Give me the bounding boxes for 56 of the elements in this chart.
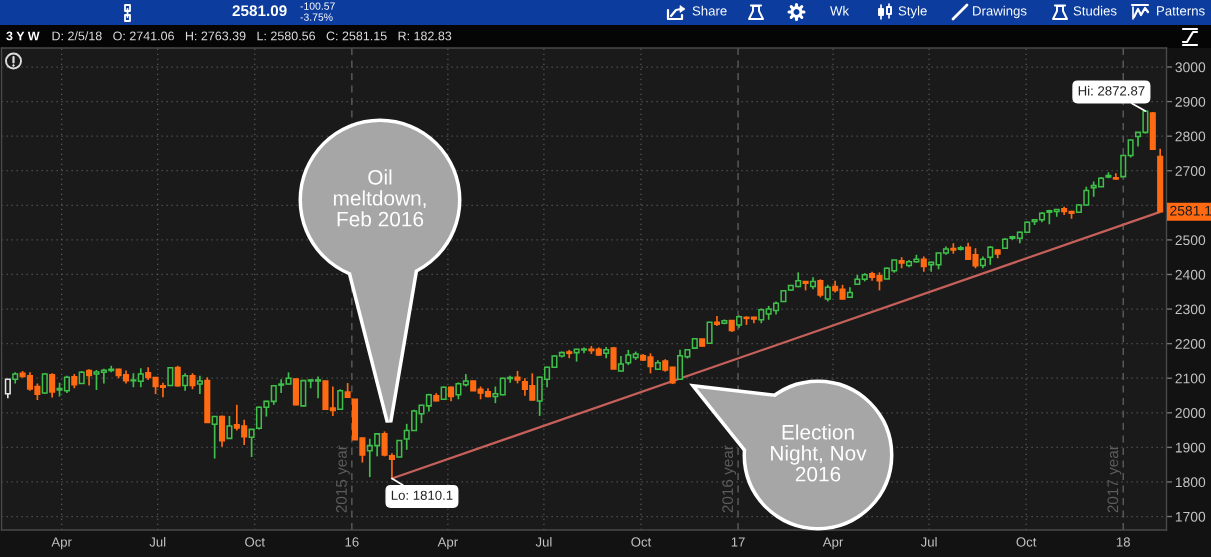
text: -100.57 <box>300 2 335 10</box>
candlestick <box>706 321 713 345</box>
y-tick-label: 2300 <box>1175 304 1206 315</box>
text: Patterns <box>1157 6 1205 16</box>
x-tick-label: Jul <box>149 536 166 547</box>
candlestick <box>1120 154 1127 178</box>
x-tick-label: 17 <box>731 537 745 547</box>
text: Style <box>898 5 927 19</box>
candlestick <box>137 367 144 389</box>
y-tick-label: 3000 <box>1175 62 1206 73</box>
x-tick-label: Apr <box>822 537 844 550</box>
x-tick-label: Oct <box>1016 537 1037 547</box>
candlestick <box>174 364 181 388</box>
candlestick <box>167 367 174 387</box>
y-tick-label: 2400 <box>1175 269 1206 280</box>
text: Drawings <box>973 5 1027 19</box>
y-tick-label: 2900 <box>1175 96 1206 107</box>
annotation: 2016 year <box>722 445 737 513</box>
y-tick-label: 2800 <box>1175 131 1206 142</box>
y-tick-label: 1800 <box>1175 477 1206 488</box>
text: 2581.09 <box>232 5 287 17</box>
y-tick-label: 1700 <box>1175 511 1206 522</box>
candlestick <box>211 415 218 460</box>
x-tick-label: Apr <box>437 537 458 550</box>
y-tick-label: 1900 <box>1175 442 1206 453</box>
x-tick-label: Apr <box>51 537 72 550</box>
chart-subtitle: D: 2/5/18 O: 2741.06 H: 2763.39 L: 2580.56 C: 2581.15 R: 182.83 <box>52 31 452 41</box>
candlestick <box>248 428 255 458</box>
x-tick-label: 16 <box>345 537 359 547</box>
annotation: 2017 year <box>1107 445 1122 513</box>
y-tick-label: 2100 <box>1175 373 1206 384</box>
candlestick <box>196 374 203 395</box>
x-tick-label: 18 <box>1116 537 1130 547</box>
candlestick <box>987 245 994 266</box>
text: 2581.1 <box>1170 205 1211 216</box>
annotation: Election Night, Nov 2016 <box>771 424 867 482</box>
y-tick-label: 2700 <box>1175 166 1206 176</box>
x-tick-label: Jul <box>920 536 937 547</box>
candlestick <box>610 346 617 371</box>
chart-title: 3 Y W <box>6 31 40 41</box>
annotation: Lo: 1810.1 <box>391 490 453 500</box>
x-tick-label: Oct <box>631 537 652 547</box>
candlestick <box>337 388 344 411</box>
candlestick <box>49 372 56 399</box>
text: Share <box>692 5 727 16</box>
annotation: Hi: 2872.87 <box>1078 85 1145 96</box>
y-tick-label: 2200 <box>1175 338 1206 349</box>
text: Wk <box>830 5 850 16</box>
y-tick-label: 2000 <box>1175 408 1206 418</box>
annotation: Oil meltdown, Feb 2016 <box>333 169 426 227</box>
y-tick-label: 2500 <box>1175 235 1206 246</box>
text: Studies <box>1073 5 1117 16</box>
x-tick-label: Oct <box>245 537 265 547</box>
text: -3.75% <box>300 13 333 21</box>
annotation: 2015 year <box>336 445 350 513</box>
x-tick-label: Jul <box>535 536 552 547</box>
